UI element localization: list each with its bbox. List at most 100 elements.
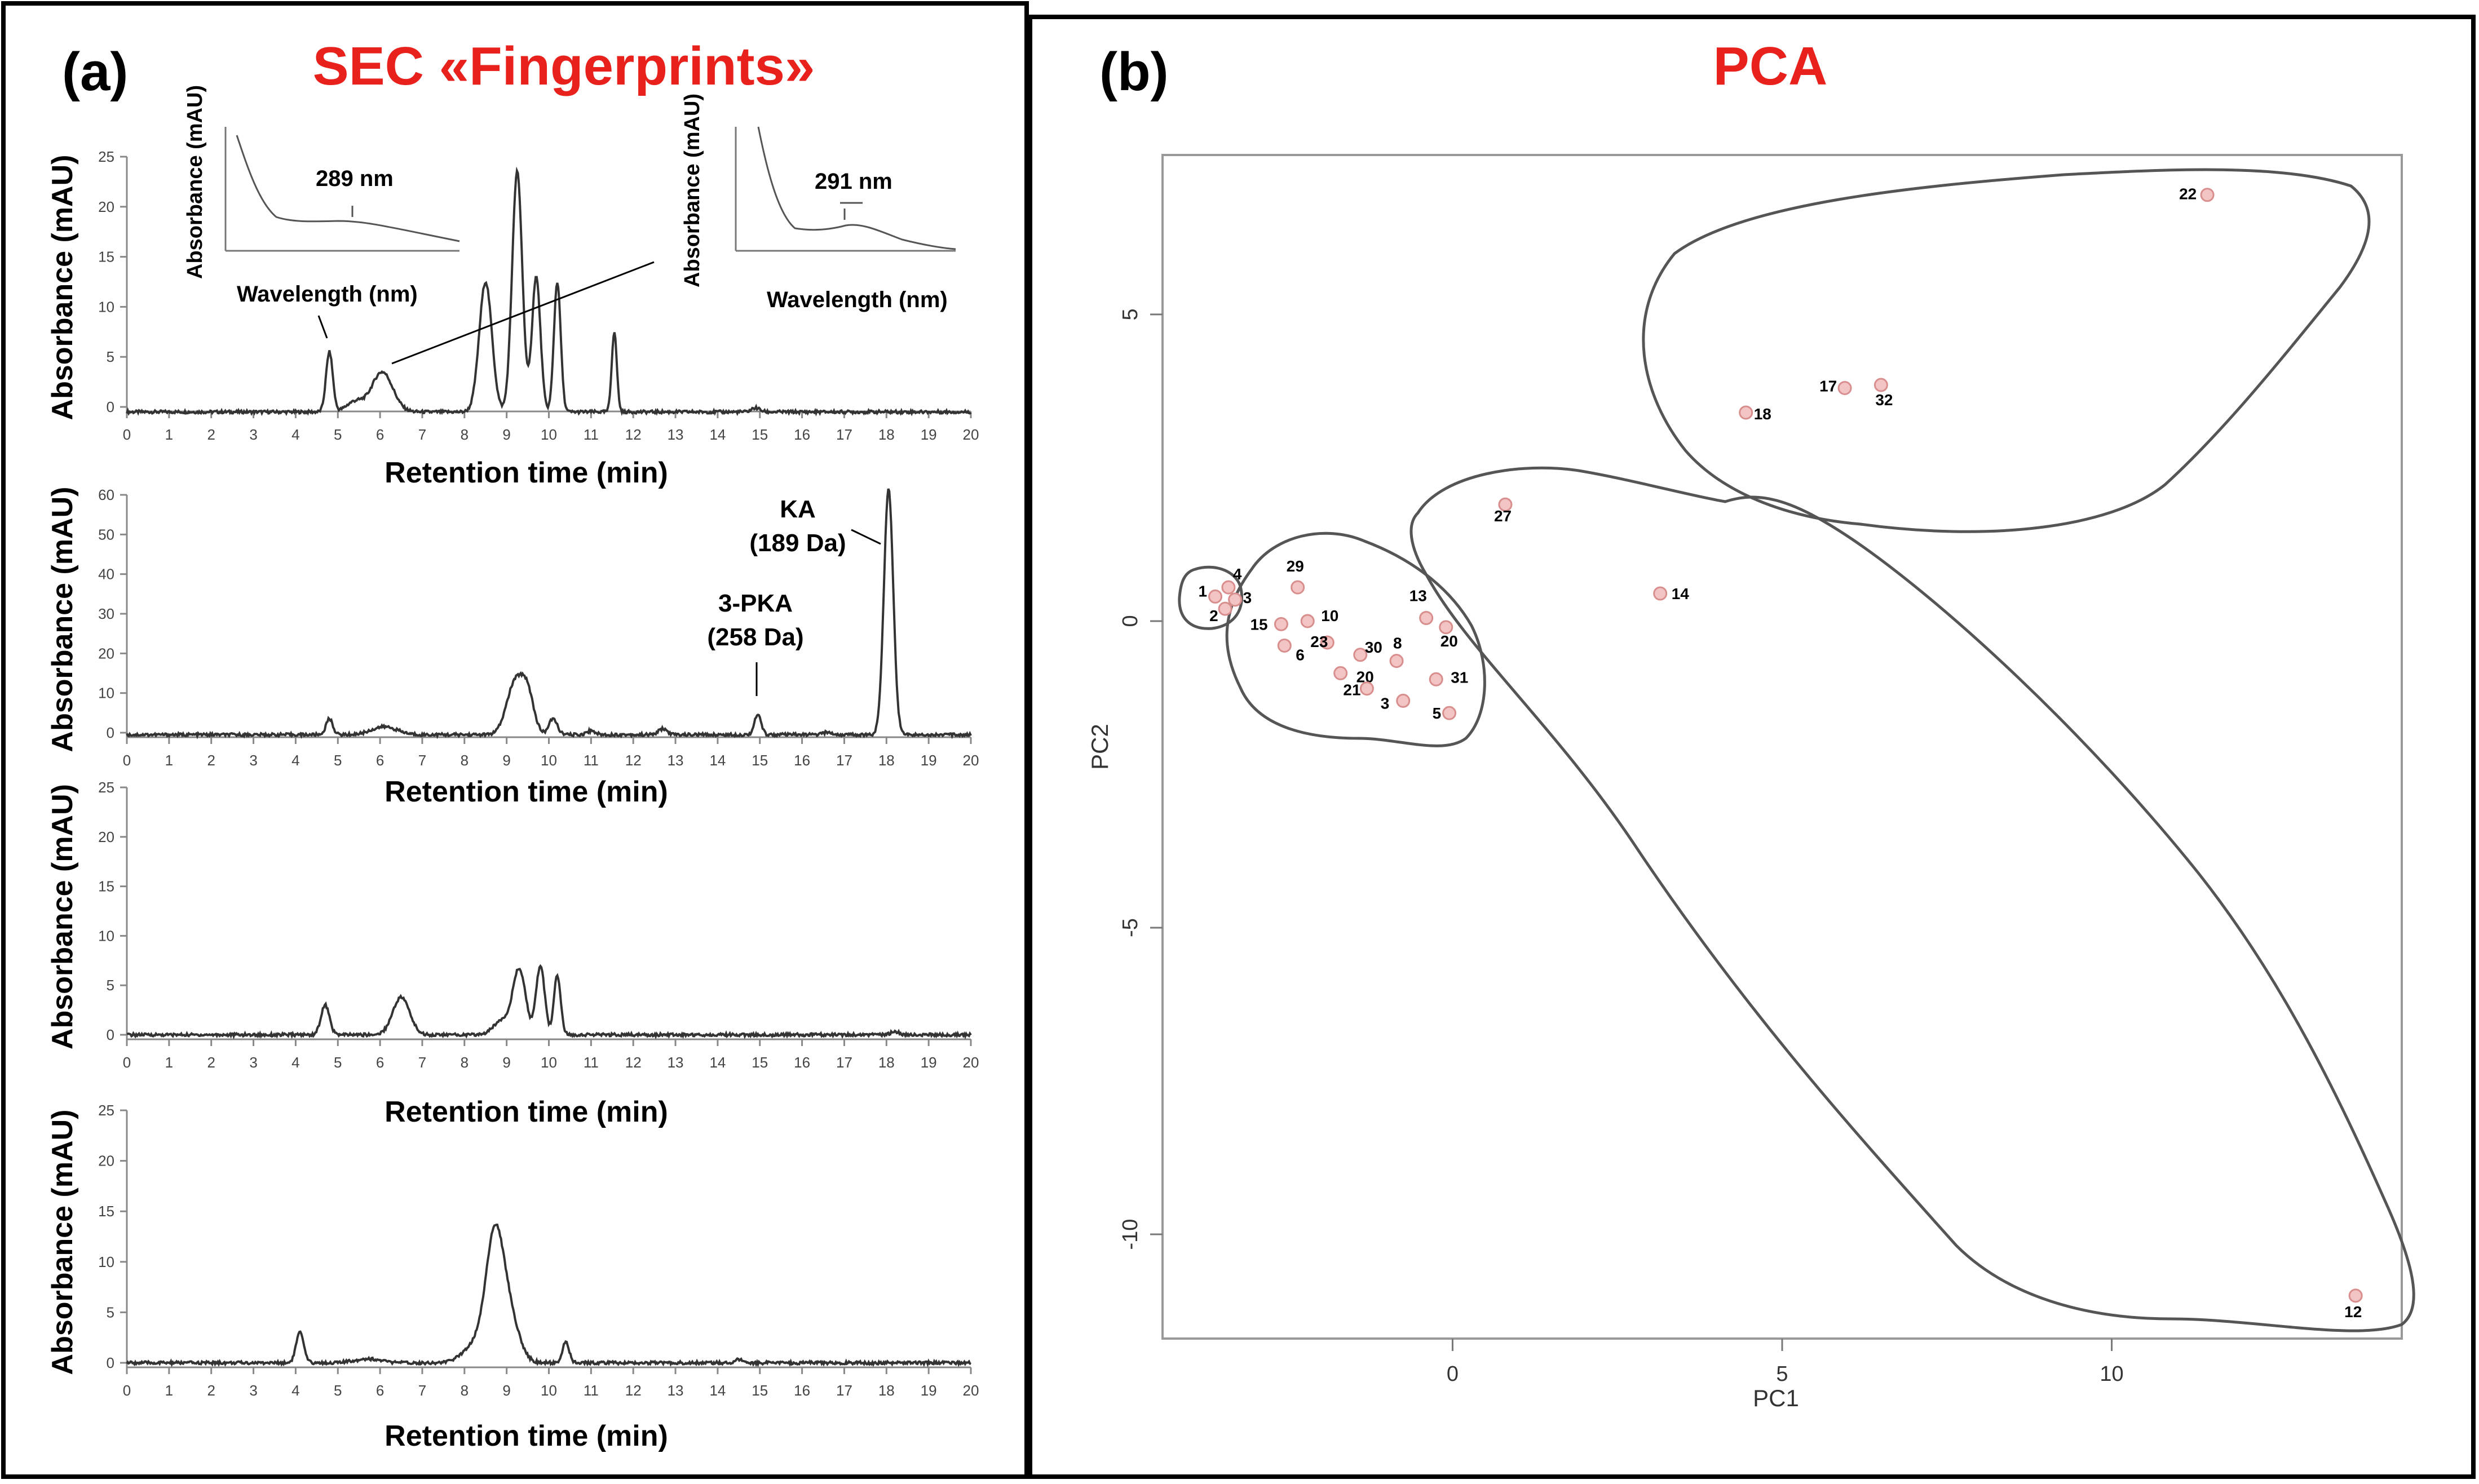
pca-point-label: 4 [1233, 565, 1242, 583]
x-tick-label: 14 [709, 426, 726, 443]
x-tick-label: 4 [291, 1054, 299, 1071]
x-tick-label: 20 [963, 752, 979, 769]
x-tick-label: 19 [921, 1054, 937, 1071]
pca-point [1873, 378, 1888, 392]
x-tick-label: 20 [963, 1054, 979, 1071]
pca-point [1228, 592, 1243, 607]
panel-a-frame [1, 1, 1029, 1479]
x-tick-label: 11 [584, 1054, 599, 1071]
x-tick-label: 12 [625, 752, 642, 769]
x-tick-label: 5 [334, 426, 342, 443]
x-tick-label: 8 [461, 1382, 469, 1399]
pca-point-label: 13 [1409, 587, 1427, 605]
x-tick-label: 18 [878, 752, 895, 769]
pka-label: 3-PKA [718, 590, 793, 617]
x-tick-label: 16 [794, 752, 810, 769]
x-tick-label: 4 [291, 752, 299, 769]
pca-point [1333, 666, 1348, 680]
inset-right-pointer [391, 261, 655, 365]
panel-a-title: SEC «Fingerprints» [313, 36, 815, 96]
x-tick-label: 5 [334, 752, 342, 769]
x-tick-label: 20 [963, 1382, 979, 1399]
x-tick-label: 16 [794, 1054, 810, 1071]
x-tick-label: 13 [668, 1382, 684, 1399]
x-tick-label: 10 [541, 1054, 557, 1071]
pca-y-tick-label: -10 [1119, 1219, 1142, 1250]
y-tick-label: 40 [98, 566, 114, 583]
pca-point [1359, 681, 1374, 696]
x-tick-label: 3 [249, 752, 257, 769]
panel-b-frame [1028, 15, 2476, 1479]
pca-point [1218, 601, 1232, 616]
pca-point [1277, 638, 1292, 653]
pca-point-label: 3 [1243, 589, 1252, 606]
y-tick-label: 10 [98, 927, 114, 944]
x-tick-label: 12 [625, 1054, 642, 1071]
x-tick-label: 6 [376, 752, 384, 769]
pca-point-label: 32 [1875, 391, 1893, 409]
y-axis-label: Absorbance (mAU) [46, 1110, 79, 1375]
y-tick-label: 0 [107, 724, 114, 741]
x-tick-label: 19 [921, 752, 937, 769]
x-tick-label: 20 [963, 426, 979, 443]
y-tick-label: 10 [98, 298, 114, 315]
inset-left-annotation: 289 nm [316, 166, 394, 191]
pca-point-label: 18 [1754, 405, 1771, 423]
pca-y-tick-label: 5 [1119, 308, 1142, 320]
x-tick-label: 18 [878, 1382, 895, 1399]
uv-spectrum-inset-right: Absorbance (mAU) Wavelength (nm) 291 nm [680, 94, 956, 312]
cluster-outline-middle [1225, 531, 1486, 747]
x-tick-label: 17 [836, 426, 852, 443]
chromatogram-trace [126, 166, 972, 417]
x-tick-label: 11 [584, 1382, 599, 1399]
chromatogram-3: 0 1 2 3 4 5 6 7 8 9 10 11 12 13 14 15 16 17 18 19 2005101520… [46, 779, 979, 1128]
x-tick-label: 8 [461, 1054, 469, 1071]
y-tick-label: 10 [98, 1253, 114, 1270]
pca-point [1274, 617, 1288, 631]
x-tick-label: 10 [541, 1382, 557, 1399]
x-tick-label: 2 [207, 1054, 215, 1071]
pca-point [1419, 611, 1434, 626]
pca-point [1291, 580, 1305, 595]
y-tick-label: 5 [107, 1304, 114, 1321]
y-tick-label: 50 [98, 526, 114, 543]
y-tick-label: 0 [107, 398, 114, 415]
pca-plot-frame [1161, 154, 2403, 1340]
pca-y-tick-label: 0 [1119, 615, 1142, 627]
pca-point [1429, 672, 1443, 686]
pca-point-label: 3 [1381, 694, 1390, 712]
pca-point [1739, 405, 1753, 420]
pca-point-label: 27 [1494, 507, 1512, 525]
x-tick-label: 13 [668, 752, 684, 769]
pca-point-label: 23 [1310, 633, 1328, 650]
pca-x-tick-label: 10 [2100, 1362, 2123, 1386]
x-tick-label: 4 [291, 1382, 299, 1399]
y-tick-label: 30 [98, 605, 114, 622]
x-tick-label: 9 [502, 1054, 510, 1071]
x-tick-label: 6 [376, 1382, 384, 1399]
ka-mass-label: (189 Da) [749, 529, 846, 557]
x-tick-label: 9 [502, 1382, 510, 1399]
pca-x-tick-label: 0 [1447, 1362, 1459, 1386]
x-tick-label: 2 [207, 752, 215, 769]
x-tick-label: 0 [123, 1382, 131, 1399]
x-tick-label: 12 [625, 1382, 642, 1399]
pca-point-label: 15 [1250, 615, 1267, 633]
x-tick-label: 15 [752, 752, 768, 769]
x-tick-label: 15 [752, 1054, 768, 1071]
pca-point-label: 6 [1296, 646, 1305, 663]
x-tick-label: 9 [502, 426, 510, 443]
x-tick-label: 1 [165, 1382, 173, 1399]
pca-point-label: 31 [1451, 668, 1468, 686]
y-tick-label: 0 [107, 1354, 114, 1371]
x-tick-label: 7 [418, 426, 426, 443]
inset-right-xlabel: Wavelength (nm) [767, 287, 948, 312]
pca-point [1498, 497, 1513, 512]
x-tick-label: 14 [709, 752, 726, 769]
pca-point-label: 12 [2344, 1303, 2362, 1321]
pca-y-tick-label: -5 [1119, 918, 1142, 937]
x-tick-label: 1 [165, 1054, 173, 1071]
y-tick-label: 10 [98, 685, 114, 702]
x-tick-label: 3 [249, 1054, 257, 1071]
